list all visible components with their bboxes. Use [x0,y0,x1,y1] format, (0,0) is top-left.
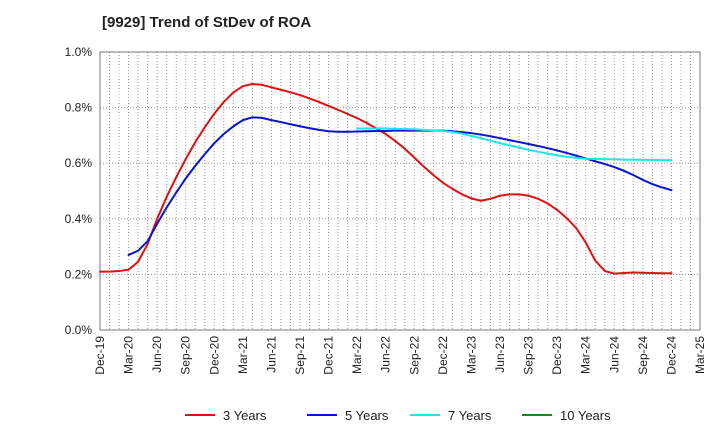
x-tick-label: Mar-21 [236,336,250,374]
legend-label: 10 Years [560,408,611,423]
y-tick-label: 0.8% [65,101,93,115]
x-tick-label: Mar-20 [122,336,136,374]
x-tick-label: Sep-21 [293,336,307,375]
x-tick-label: Dec-24 [664,336,678,375]
x-tick-label: Jun-22 [379,336,393,373]
x-tick-label: Jun-21 [264,336,278,373]
y-tick-label: 0.6% [65,156,93,170]
x-tick-label: Dec-20 [207,336,221,375]
series-line-7-years [356,127,673,162]
x-tick-label: Sep-24 [636,336,650,375]
x-tick-label: Mar-23 [464,336,478,374]
x-tick-label: Jun-24 [607,336,621,373]
chart-title: [9929] Trend of StDev of ROA [102,14,312,31]
x-tick-label: Jun-20 [150,336,164,373]
legend-label: 7 Years [448,408,492,423]
x-tick-label: Dec-23 [550,336,564,375]
x-tick-label: Sep-22 [407,336,421,375]
legend-item: 5 Years [307,408,389,423]
legend-item: 7 Years [410,408,492,423]
legend: 3 Years 5 Years 7 Years 10 Years [185,408,611,423]
x-tick-label: Dec-22 [436,336,450,375]
x-tick-label: Sep-20 [179,336,193,375]
x-tick-label: Dec-21 [322,336,336,375]
series-line-3-years [99,82,673,275]
legend-label: 3 Years [223,408,267,423]
y-tick-label: 0.2% [65,267,93,281]
x-tick-label: Mar-25 [693,336,707,374]
plot-frame [99,51,701,331]
y-tick-label: 0.0% [65,323,93,337]
x-tick-label: Dec-19 [93,336,107,375]
x-tick-label: Mar-24 [579,336,593,374]
series-line-5-years [127,116,673,256]
y-tick-label: 0.4% [65,212,93,226]
legend-label: 5 Years [345,408,389,423]
x-tick-label: Jun-23 [493,336,507,373]
y-tick-label: 1.0% [65,45,93,59]
legend-item: 3 Years [185,408,267,423]
grid-lines [100,52,700,330]
x-tick-label: Sep-23 [522,336,536,375]
legend-item: 10 Years [522,408,611,423]
x-tick-label: Mar-22 [350,336,364,374]
